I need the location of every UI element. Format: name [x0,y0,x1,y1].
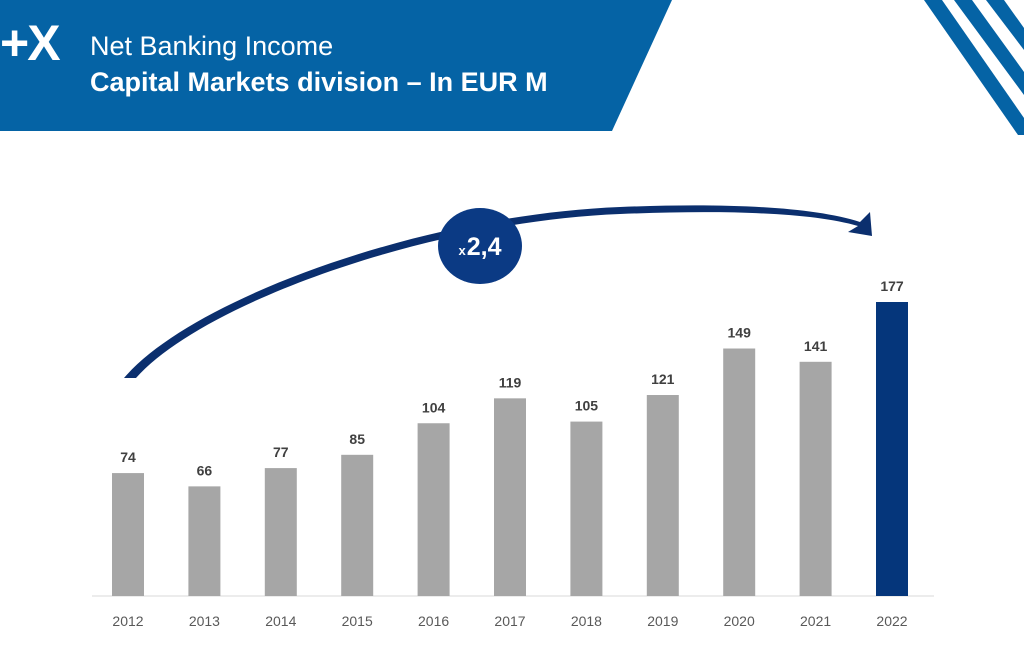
bar-2017 [494,398,526,596]
value-label-2021: 141 [804,338,828,354]
decorative-stripes [924,0,1024,135]
page-title: Net Banking Income [90,31,334,61]
bars-group [112,302,908,596]
value-label-2012: 74 [120,449,136,465]
value-label-2015: 85 [349,431,365,447]
badge-circle [438,208,522,284]
x-tick-label-2021: 2021 [800,613,831,629]
multiplier-prefix: x [459,243,467,258]
bar-2019 [646,395,679,596]
multiplier-text: x2,4 [459,233,502,261]
x-tick-label-2015: 2015 [342,613,373,629]
bar-2020 [723,348,756,596]
bar-2015 [341,454,374,596]
x-tick-label-2018: 2018 [571,613,602,629]
value-label-2018: 105 [575,398,599,414]
bar-2018 [570,421,603,596]
title-banner: +X Net Banking Income Capital Markets di… [0,0,672,131]
growth-arrow [124,205,872,378]
x-tick-label-2019: 2019 [647,613,678,629]
x-tick-labels-group: 2012 2013 2014 2015 2016 2017 2018 2019 2020 2021… [112,613,907,629]
x-tick-label-2013: 2013 [189,613,220,629]
x-tick-label-2017: 2017 [494,613,525,629]
bar-2021 [799,361,832,596]
page-subtitle: Capital Markets division – In EUR M [90,67,548,97]
value-label-2020: 149 [728,325,752,341]
value-label-2016: 104 [422,399,446,415]
x-tick-label-2022: 2022 [876,613,907,629]
bar-2012 [112,473,144,596]
bar-2022 [876,302,908,596]
banner-background [0,0,672,131]
multiplier-value: 2,4 [467,233,502,261]
value-label-2013: 66 [197,462,213,478]
x-tick-label-2014: 2014 [265,613,296,629]
x-tick-label-2020: 2020 [724,613,755,629]
bar-2016 [417,423,450,596]
x-tick-label-2012: 2012 [112,613,143,629]
bar-2014 [264,468,297,596]
value-label-2017: 119 [499,374,522,390]
value-label-2022: 177 [880,278,904,294]
x-tick-label-2016: 2016 [418,613,449,629]
value-label-2014: 77 [273,444,289,460]
value-labels-group: 74 66 77 85 104 119 105 121 149 141 177 [120,278,904,478]
bar-2013 [188,486,221,596]
brand-logo: +X [0,15,61,71]
value-label-2019: 121 [651,371,675,387]
multiplier-badge: x2,4 [438,208,522,284]
